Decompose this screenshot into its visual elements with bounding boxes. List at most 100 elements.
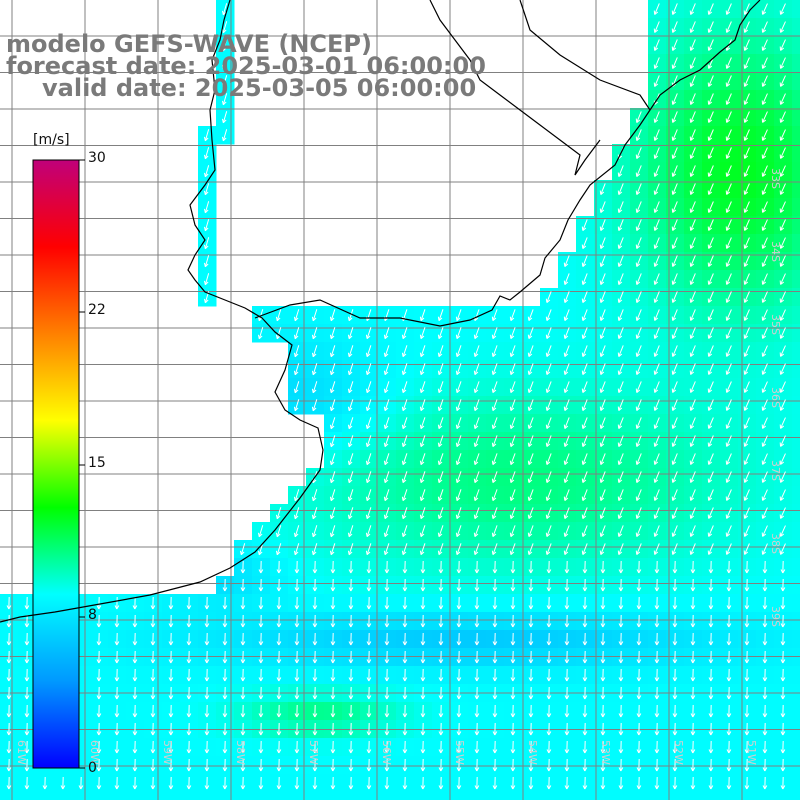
wind-arrow	[347, 435, 354, 448]
speed-cell	[612, 792, 631, 800]
wind-arrow	[329, 417, 336, 430]
wind-arrow	[761, 291, 768, 303]
wind-arrow	[689, 183, 696, 195]
wind-arrow	[707, 291, 714, 303]
wind-arrow	[689, 147, 696, 159]
wind-arrow	[779, 327, 786, 339]
wind-arrow	[707, 417, 714, 429]
wind-arrow	[779, 201, 786, 213]
wind-arrow	[365, 453, 372, 466]
wind-arrow	[599, 255, 606, 267]
wind-arrow	[671, 111, 678, 123]
wind-arrow	[689, 111, 696, 123]
wind-arrow	[671, 255, 678, 267]
wind-arrow	[599, 183, 606, 195]
speed-cell	[792, 558, 800, 577]
longitude-label: 61W	[15, 740, 28, 765]
wind-arrow	[707, 201, 714, 213]
wind-arrow	[599, 327, 606, 339]
speed-cell	[792, 468, 800, 487]
wind-arrow	[329, 327, 336, 340]
wind-arrow	[653, 345, 660, 357]
wind-arrow	[779, 381, 786, 393]
longitude-label: 52W	[672, 740, 685, 765]
wind-arrow	[779, 39, 786, 51]
wind-arrow	[401, 471, 408, 484]
wind-arrow	[725, 21, 732, 33]
wind-arrow	[779, 417, 786, 429]
wind-arrow	[671, 21, 678, 33]
wind-arrow	[617, 363, 624, 375]
wind-arrow	[545, 291, 552, 303]
wind-arrow	[761, 147, 768, 159]
speed-cell	[792, 648, 800, 667]
wind-arrow	[473, 417, 480, 430]
speed-cell	[792, 162, 800, 181]
wind-arrow	[563, 417, 570, 429]
speed-cell	[702, 792, 721, 800]
speed-cell	[792, 738, 800, 757]
wind-arrow	[725, 363, 732, 375]
wind-arrow	[707, 219, 714, 231]
wind-arrow	[671, 399, 678, 411]
wind-arrow	[635, 129, 642, 141]
longitude-label: 53W	[599, 740, 612, 765]
wind-arrow	[725, 255, 732, 267]
latitude-label: 39S	[769, 606, 782, 627]
wind-arrow	[671, 363, 678, 375]
wind-arrow	[347, 417, 354, 430]
wind-arrow	[653, 381, 660, 393]
wind-arrow	[671, 165, 678, 177]
wind-arrow	[437, 471, 444, 484]
wind-arrow	[581, 291, 588, 303]
wind-arrow	[725, 327, 732, 339]
wind-arrow	[779, 255, 786, 267]
speed-cell	[792, 0, 800, 19]
wind-arrow	[653, 57, 660, 69]
speed-cell	[792, 306, 800, 325]
wind-arrow	[581, 309, 588, 321]
wind-arrow	[545, 363, 552, 375]
wind-arrow	[563, 381, 570, 393]
wind-arrow	[365, 417, 372, 430]
wind-arrow	[491, 453, 498, 466]
speed-cell	[54, 792, 73, 800]
wind-arrow	[455, 453, 462, 466]
wind-arrow	[779, 363, 786, 375]
wind-arrow	[689, 201, 696, 213]
speed-cell	[792, 612, 800, 631]
speed-cell	[738, 792, 757, 800]
wind-arrow	[707, 111, 714, 123]
wind-arrow	[707, 129, 714, 141]
wind-arrow	[599, 237, 606, 249]
wind-arrow	[725, 147, 732, 159]
speed-cell	[648, 792, 667, 800]
wind-arrow	[599, 273, 606, 285]
longitude-label: 57W	[307, 740, 320, 765]
wind-arrow	[599, 453, 606, 465]
wind-arrow	[779, 345, 786, 357]
wind-arrow	[401, 327, 408, 340]
wind-arrow	[779, 183, 786, 195]
speed-cell	[72, 792, 91, 800]
wind-arrow	[473, 345, 480, 358]
wind-arrow	[617, 291, 624, 303]
wind-arrow	[743, 399, 750, 411]
speed-cell	[522, 792, 541, 800]
speed-cell	[792, 666, 800, 685]
wind-arrow	[491, 363, 498, 376]
wind-arrow	[743, 345, 750, 357]
wind-arrow	[635, 147, 642, 159]
wind-arrow	[653, 417, 660, 429]
wind-arrow	[707, 327, 714, 339]
wind-arrow	[653, 201, 660, 213]
wind-arrow	[725, 237, 732, 249]
wind-arrow	[635, 273, 642, 285]
speed-cell	[450, 792, 469, 800]
wind-arrow	[707, 363, 714, 375]
speed-cell	[792, 90, 800, 109]
wind-arrow	[599, 309, 606, 321]
speed-cell	[180, 792, 199, 800]
wind-arrow	[743, 3, 750, 15]
wind-arrow	[419, 345, 426, 358]
